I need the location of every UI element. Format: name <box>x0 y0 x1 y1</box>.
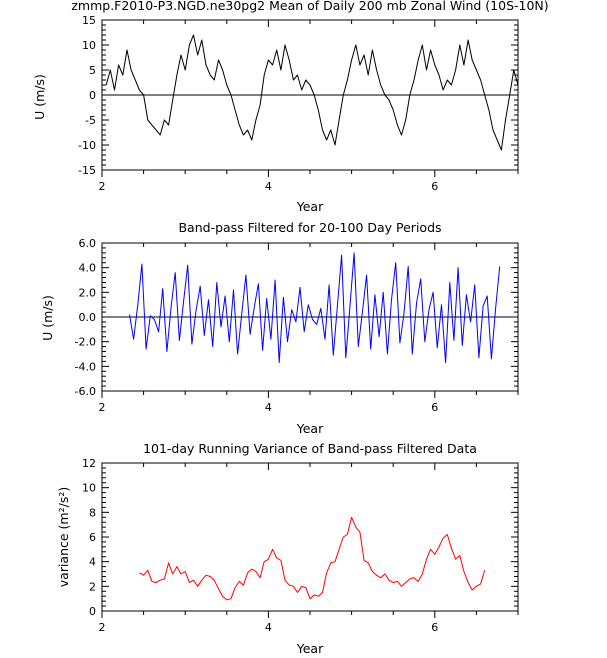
wind-xtick-label: 6 <box>431 180 438 193</box>
wind-ytick-label: 5 <box>89 64 96 77</box>
wind-plot-frame <box>101 19 519 171</box>
wind-ytick-label: 15 <box>82 14 96 27</box>
variance-xtick-label: 6 <box>431 621 438 634</box>
bandpass-ytick-label: -4.0 <box>75 360 96 373</box>
bandpass-ytick-label: 0.0 <box>79 311 97 324</box>
variance-xtick-label: 4 <box>265 621 272 634</box>
variance-ytick-label: 10 <box>82 482 96 495</box>
variance-y-tick-labels: 0 2 4 6 8 10 12 <box>82 457 96 618</box>
wind-y-axis-label: U (m/s) <box>32 74 47 120</box>
wind-chart-title: zmmp.F2010-P3.NGD.ne30pg2 Mean of Daily … <box>71 0 548 13</box>
variance-ytick-label: 0 <box>89 605 96 618</box>
variance-ytick-label: 2 <box>89 580 96 593</box>
variance-x-axis-label: Year <box>296 641 324 656</box>
wind-ytick-label: -15 <box>78 164 96 177</box>
wind-y-tick-labels: -15 -10 -5 0 5 10 15 <box>78 14 96 177</box>
bandpass-panel: Band-pass Filtered for 20-100 Day Period… <box>40 220 519 436</box>
bandpass-y-axis-label: U (m/s) <box>40 295 55 341</box>
variance-chart-title: 101-day Running Variance of Band-pass Fi… <box>143 441 477 456</box>
variance-series-line <box>139 516 486 601</box>
bandpass-ytick-label: 6.0 <box>79 237 97 250</box>
wind-tick-marks <box>101 19 519 177</box>
variance-ytick-label: 6 <box>89 531 96 544</box>
wind-x-axis-label: Year <box>296 199 324 214</box>
variance-panel: 101-day Running Variance of Band-pass Fi… <box>56 441 519 656</box>
wind-series-line <box>105 34 519 151</box>
bandpass-xtick-label: 6 <box>431 401 438 414</box>
wind-xtick-label: 4 <box>265 180 272 193</box>
variance-plot-frame <box>101 462 519 612</box>
variance-xtick-label: 2 <box>99 621 106 634</box>
bandpass-chart-title: Band-pass Filtered for 20-100 Day Period… <box>178 220 441 235</box>
wind-xtick-label: 2 <box>99 180 106 193</box>
bandpass-x-axis-label: Year <box>296 421 324 436</box>
variance-ytick-label: 12 <box>82 457 96 470</box>
bandpass-plot-frame <box>101 242 519 392</box>
variance-ytick-label: 8 <box>89 506 96 519</box>
bandpass-xtick-label: 2 <box>99 401 106 414</box>
bandpass-y-tick-labels: -6.0 -4.0 -2.0 0.0 2.0 4.0 6.0 <box>75 237 96 398</box>
wind-panel: zmmp.F2010-P3.NGD.ne30pg2 Mean of Daily … <box>32 0 549 214</box>
bandpass-ytick-label: -2.0 <box>75 336 96 349</box>
bandpass-tick-marks <box>101 242 519 398</box>
variance-y-axis-label: variance (m²/s²) <box>56 487 71 587</box>
wind-ytick-label: 0 <box>89 89 96 102</box>
variance-x-tick-labels: 2 4 6 <box>99 621 439 634</box>
bandpass-ytick-label: 4.0 <box>79 262 97 275</box>
variance-tick-marks <box>101 462 519 618</box>
wind-ytick-label: -10 <box>78 139 96 152</box>
bandpass-ytick-label: -6.0 <box>75 385 96 398</box>
bandpass-ytick-label: 2.0 <box>79 286 97 299</box>
bandpass-x-tick-labels: 2 4 6 <box>99 401 439 414</box>
wind-x-tick-labels: 2 4 6 <box>99 180 439 193</box>
bandpass-series-line <box>129 252 501 364</box>
bandpass-xtick-label: 4 <box>265 401 272 414</box>
variance-ytick-label: 4 <box>89 556 96 569</box>
wind-ytick-label: -5 <box>85 114 96 127</box>
wind-ytick-label: 10 <box>82 39 96 52</box>
